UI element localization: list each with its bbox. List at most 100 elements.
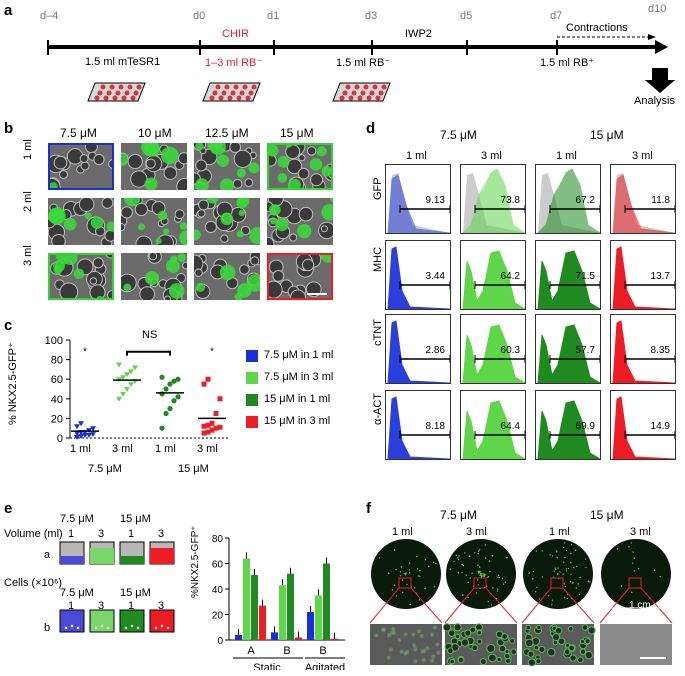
- flow-histogram: 60.3: [460, 314, 526, 384]
- y-tick-label: 40: [51, 394, 63, 406]
- day-label: d3: [365, 10, 378, 22]
- media-label: 1.5 ml RB⁻: [336, 57, 391, 69]
- data-point: [90, 432, 96, 438]
- y-tick-label: 60: [51, 374, 63, 386]
- panel-label-a: a: [4, 2, 13, 19]
- col-header: 15 μM: [280, 126, 314, 140]
- well-image: [521, 539, 596, 666]
- vol-header: 1 ml: [392, 526, 413, 538]
- gate-percentage: 73.8: [500, 195, 520, 206]
- micrograph-tile: [194, 253, 260, 300]
- panel-a-timeline: [47, 34, 675, 102]
- y-tick-label: 80: [51, 355, 63, 367]
- data-point: [209, 420, 215, 426]
- data-point: [159, 391, 165, 397]
- data-point: [171, 398, 177, 404]
- bar: [251, 574, 258, 640]
- conc-header: 7.5 μM: [440, 508, 477, 522]
- panel-label-d: d: [366, 120, 376, 137]
- flow-histogram: 8.35: [610, 314, 676, 384]
- gate-percentage: 8.35: [650, 345, 670, 356]
- volume-label: Volume (ml): [4, 528, 63, 540]
- data-point: [217, 424, 223, 430]
- micrograph-tile: [48, 198, 114, 245]
- y-tick-label: 20: [212, 611, 224, 622]
- iwp2-label: IWP2: [405, 28, 432, 40]
- data-point: [167, 381, 173, 387]
- data-point: [74, 424, 80, 430]
- well-image: [599, 539, 673, 665]
- num: 1: [68, 600, 75, 612]
- conc-label: 7.5 μM: [60, 587, 94, 599]
- bar: [331, 638, 338, 640]
- flow-histogram: 64.4: [460, 390, 526, 460]
- outlier-mark: *: [83, 347, 87, 358]
- bar: [243, 558, 250, 640]
- bar: [235, 634, 242, 640]
- data-point: [74, 431, 80, 437]
- x-tick-label: B: [319, 645, 326, 657]
- data-point: [132, 365, 138, 371]
- plate-2: [202, 82, 261, 102]
- flow-histogram: 71.5: [535, 240, 601, 310]
- row-header: 1 ml: [22, 139, 34, 160]
- flow-histogram: 69.9: [535, 390, 601, 460]
- vol-header: 1 ml: [549, 526, 570, 538]
- ns-label: NS: [142, 329, 158, 341]
- y-axis-label: % NKX2.5-GFP⁺: [7, 342, 19, 425]
- data-point: [82, 433, 88, 439]
- x-tick-label: B: [283, 645, 290, 657]
- well-image: [443, 539, 518, 666]
- flow-histogram: 8.18: [385, 390, 451, 460]
- y-tick-label: 100: [45, 335, 63, 347]
- outlier-mark: *: [210, 347, 214, 358]
- num: 1: [128, 600, 135, 612]
- conc-label: 7.5 μM: [60, 513, 94, 525]
- bar: [315, 595, 322, 640]
- day-label: d5: [460, 10, 473, 22]
- day-label: d10: [648, 3, 667, 15]
- data-point: [163, 386, 169, 392]
- data-point: [116, 362, 122, 368]
- conc-header: 15 μM: [590, 508, 624, 522]
- vol-header: 3 ml: [632, 150, 653, 162]
- gate-percentage: 13.7: [650, 271, 670, 282]
- legend-swatch: [246, 350, 258, 362]
- legend-swatch: [246, 372, 258, 384]
- analysis-label: Analysis: [634, 95, 675, 107]
- num: 3: [98, 600, 105, 612]
- data-point: [120, 375, 126, 381]
- data-point: [201, 430, 207, 436]
- ns-bracket: [126, 350, 171, 356]
- group-label: Static: [253, 662, 281, 670]
- series: [116, 362, 138, 402]
- micrograph-tile: [267, 143, 333, 190]
- conc-label: 15 μM: [120, 587, 151, 599]
- chir-label: CHIR: [222, 28, 249, 40]
- panel-label-b: b: [4, 120, 14, 137]
- group-label: Agitated: [305, 662, 345, 670]
- tube-schematic: [59, 541, 175, 633]
- bar: [271, 632, 278, 640]
- data-point: [124, 387, 130, 392]
- flow-histogram: 9.13: [385, 164, 451, 234]
- data-point: [128, 369, 134, 375]
- gate-percentage: 69.9: [575, 421, 595, 432]
- conc-header: 7.5 μM: [440, 128, 477, 142]
- col-header: 10 μM: [138, 126, 172, 140]
- bar: [307, 611, 314, 640]
- well-image: [369, 539, 443, 665]
- gate-percentage: 2.86: [425, 345, 445, 356]
- legend-swatch: [246, 394, 258, 406]
- bar: [259, 605, 266, 640]
- col-header: 12.5 μM: [205, 126, 249, 140]
- flow-histogram: 73.8: [460, 164, 526, 234]
- gate-percentage: 71.5: [575, 271, 595, 282]
- data-point: [201, 381, 207, 387]
- data-point: [205, 429, 211, 435]
- flow-histogram: 57.7: [535, 314, 601, 384]
- scatter-plot: 0 20 40 60 80 100 * *: [45, 335, 230, 445]
- row-header: 2 ml: [22, 191, 34, 212]
- gate-percentage: 64.4: [500, 421, 520, 432]
